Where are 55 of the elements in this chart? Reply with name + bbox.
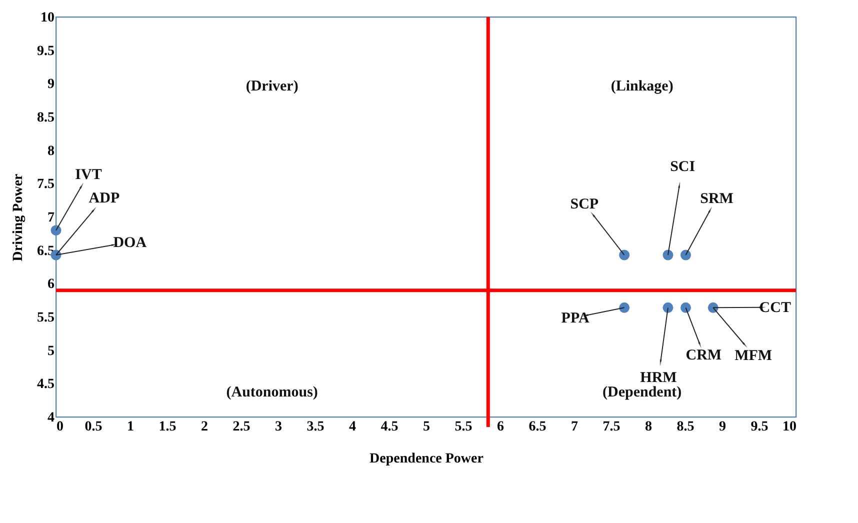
y-tick-label: 5 bbox=[48, 344, 54, 359]
point bbox=[662, 250, 674, 260]
x-tick-label: 8 bbox=[645, 420, 652, 434]
x-tick-label: 4 bbox=[349, 420, 356, 434]
annotation: CRM bbox=[686, 347, 722, 364]
annotation: PPA bbox=[561, 310, 590, 327]
point bbox=[680, 302, 691, 313]
annotation: CCT bbox=[759, 300, 791, 316]
annotation: (Dependent) bbox=[602, 384, 682, 401]
x-tick-label: 6.5 bbox=[528, 420, 546, 434]
y-tick-label: 10 bbox=[40, 10, 54, 26]
point bbox=[662, 302, 674, 313]
x-tick-label: 4.5 bbox=[380, 420, 398, 434]
x-tick-label: 1 bbox=[127, 420, 134, 434]
x-tick-label: 3 bbox=[275, 420, 282, 434]
y-tick-label: 7 bbox=[48, 210, 54, 226]
x-tick-label: 7.5 bbox=[602, 420, 620, 434]
x-tick-label: 6 bbox=[497, 420, 504, 434]
y-axis-title: Driving Power bbox=[11, 174, 26, 262]
x-tick-label: 1.5 bbox=[158, 420, 176, 434]
annotation: (Linkage) bbox=[610, 78, 674, 94]
x-tick-label: 7 bbox=[571, 420, 578, 434]
x-axis-title: Dependence Power bbox=[370, 452, 484, 466]
annotation: SCI bbox=[670, 159, 696, 176]
x-tick-label: 5 bbox=[423, 420, 430, 434]
x-tick-label: 0 bbox=[56, 420, 64, 434]
y-tick-label: 6 bbox=[48, 277, 54, 292]
y-tick-label: 8.5 bbox=[37, 110, 54, 126]
point bbox=[680, 250, 691, 260]
annotation: SCP bbox=[570, 196, 599, 213]
annotation: (Driver) bbox=[246, 78, 298, 94]
x-tick-label: 2 bbox=[201, 420, 208, 434]
point bbox=[619, 302, 630, 313]
y-tick-label: 4.5 bbox=[37, 377, 54, 392]
annotation: DOA bbox=[113, 234, 147, 251]
x-tick-label: 3.5 bbox=[306, 420, 324, 434]
y-tick-label: 5.5 bbox=[37, 310, 54, 326]
y-tick-label: 9 bbox=[48, 77, 54, 92]
x-tick-label: 0.5 bbox=[84, 420, 102, 434]
y-tick-label: 8 bbox=[48, 144, 54, 159]
y-tick-label: 9.5 bbox=[37, 44, 54, 59]
x-tick-label: 9.5 bbox=[750, 420, 768, 434]
annotation: ADP bbox=[88, 190, 120, 207]
x-tick-label: 5.5 bbox=[454, 420, 472, 434]
annotation: (Autonomous) bbox=[226, 384, 318, 401]
annotation: SRM bbox=[700, 190, 734, 207]
annotation: MFM bbox=[734, 348, 772, 364]
annotation: IVT bbox=[75, 167, 102, 184]
x-tick-label: 10 bbox=[782, 420, 796, 434]
x-tick-label: 8.5 bbox=[676, 420, 694, 434]
y-tick-label: 7.5 bbox=[37, 177, 54, 192]
annotation: HRM bbox=[640, 370, 677, 386]
x-tick-label: 9 bbox=[719, 420, 726, 434]
point bbox=[619, 250, 630, 260]
x-tick-label: 2.5 bbox=[232, 420, 250, 434]
